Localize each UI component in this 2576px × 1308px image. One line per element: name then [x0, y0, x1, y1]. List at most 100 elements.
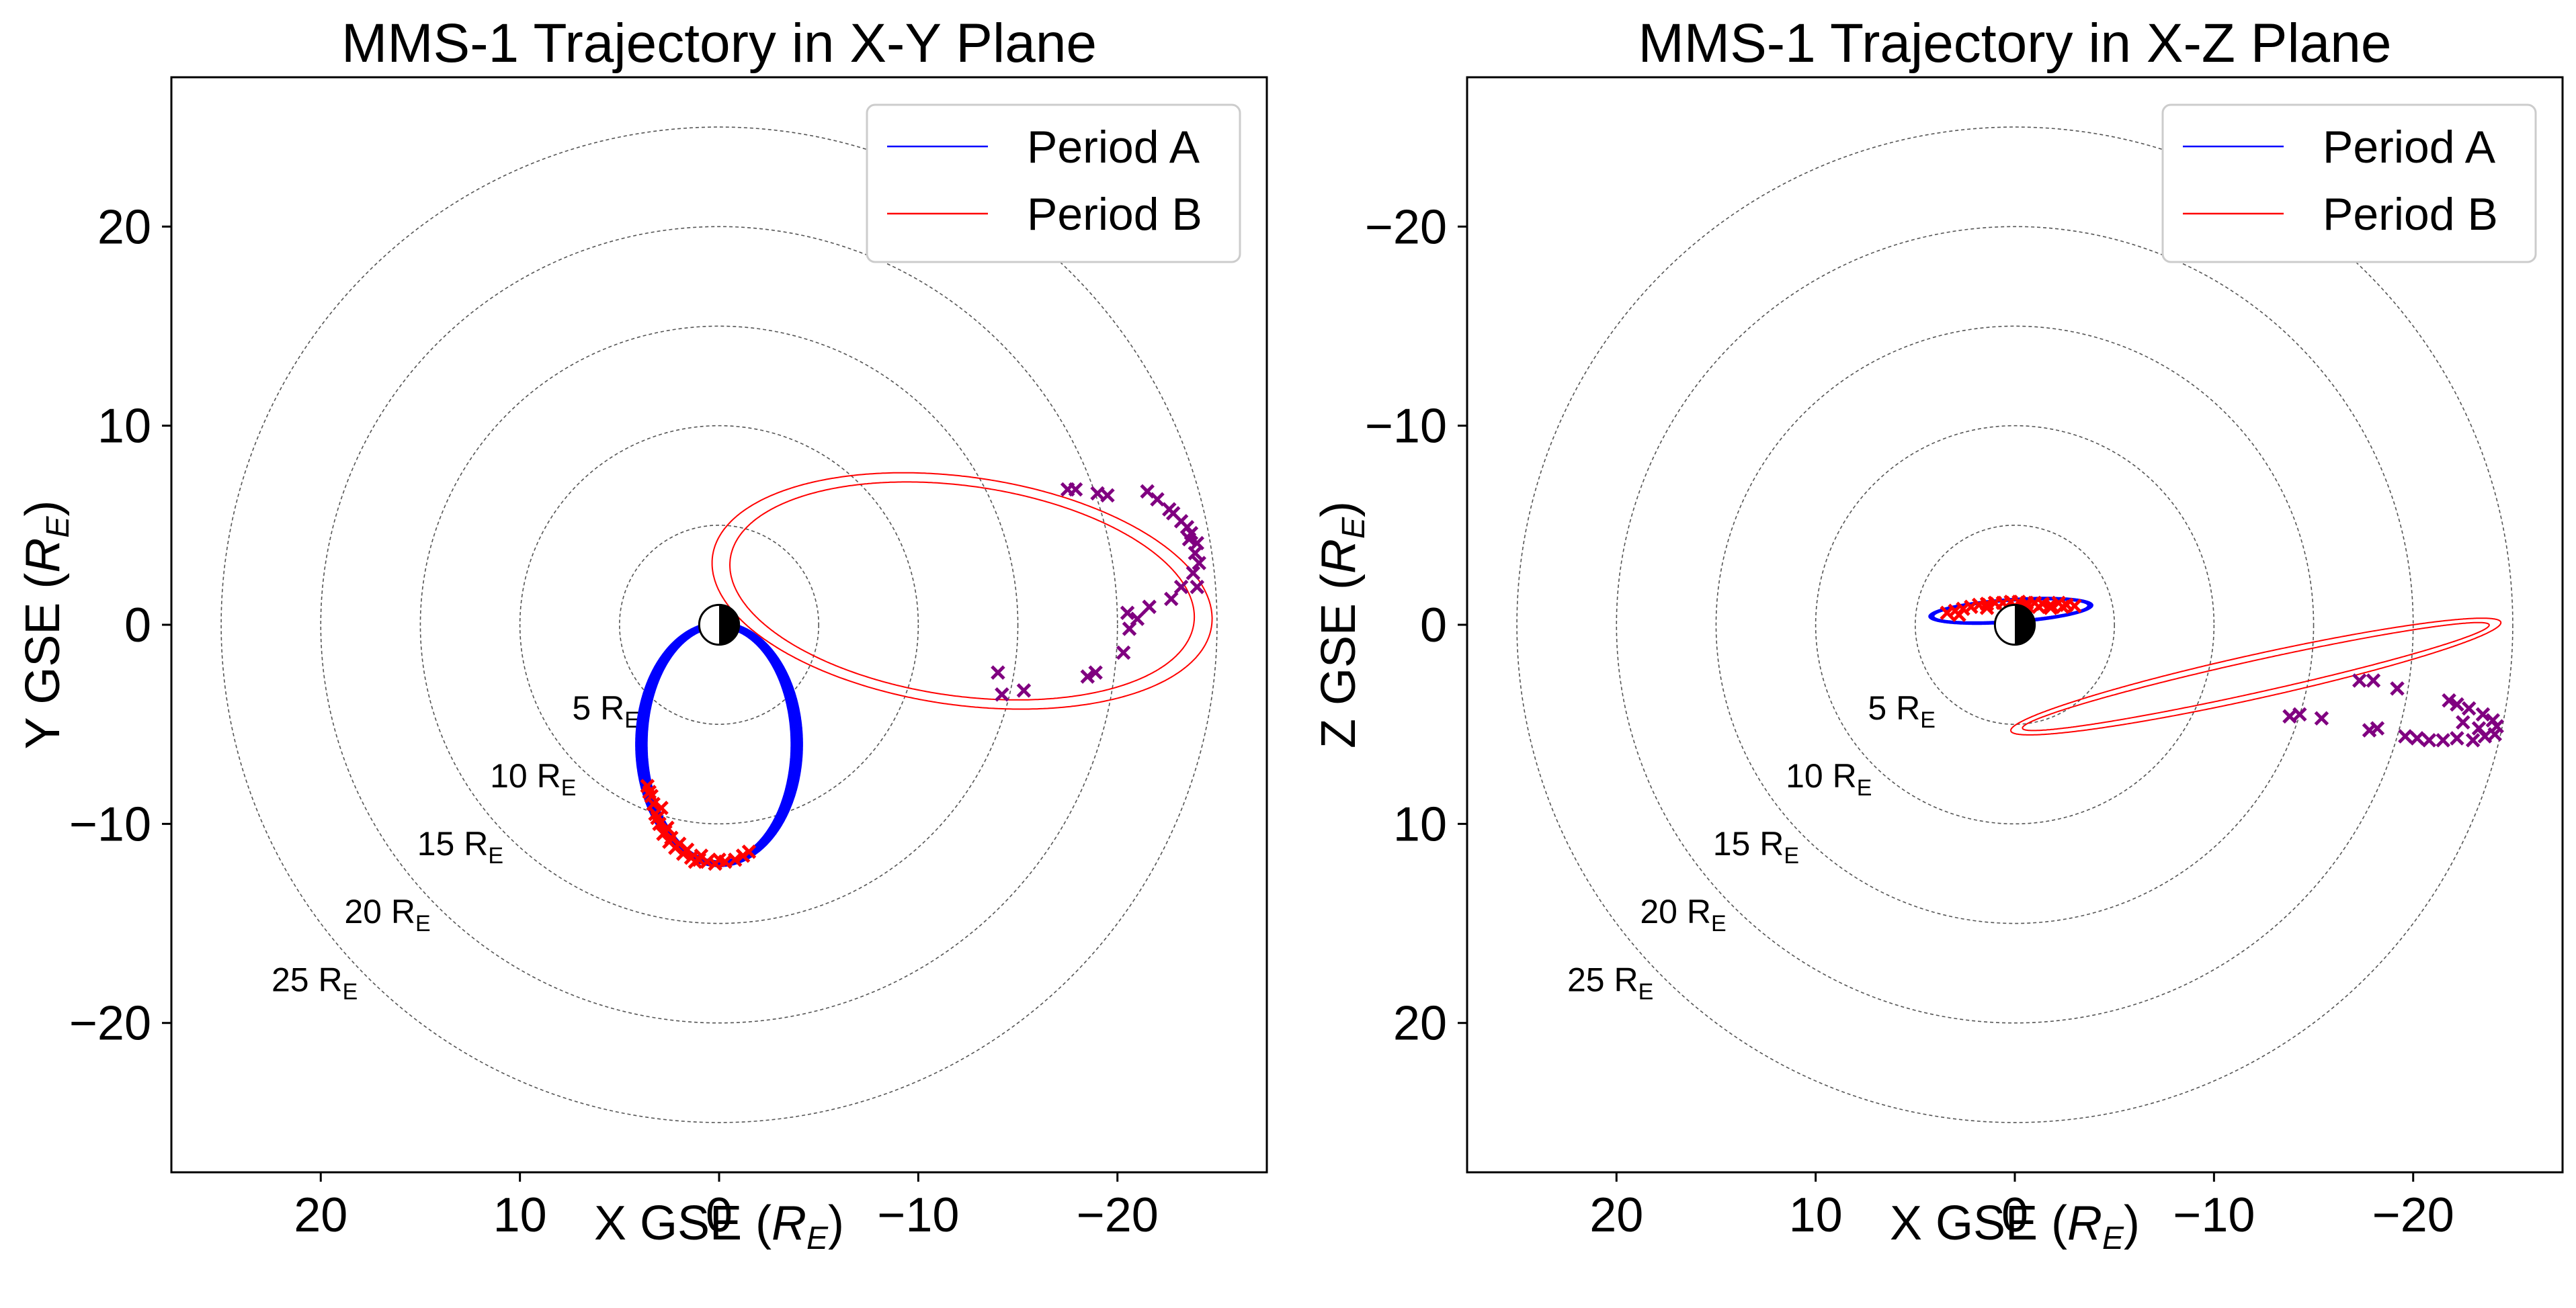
crossing-marker: [1190, 535, 1205, 551]
ring-label: 20 RE: [344, 893, 430, 936]
distance-ring: [1516, 126, 2513, 1123]
ring-label: 15 RE: [417, 825, 503, 869]
crossing-marker: [2366, 673, 2381, 688]
distance-ring: [1915, 525, 2115, 725]
crossing-marker: [1173, 579, 1189, 595]
crossing-marker: [1179, 520, 1195, 535]
crossing-marker: [727, 852, 743, 867]
crossing-marker: [2456, 715, 2470, 730]
crossing-marker: [995, 687, 1009, 702]
orbit-trace-period-b: [711, 472, 1213, 710]
crossing-marker: [1068, 482, 1083, 497]
crossing-marker: [2067, 599, 2082, 613]
distance-ring: [519, 425, 919, 825]
legend-period-b-label: Period B: [2323, 189, 2498, 240]
crossing-marker: [1190, 579, 1205, 595]
panel-xz-legend: Period A Period B: [2161, 103, 2537, 263]
crossing-marker: [2352, 673, 2367, 688]
crossing-marker: [1120, 605, 1135, 620]
legend-period-a-label: Period A: [1027, 122, 1200, 173]
crossing-marker: [991, 665, 1005, 680]
crossing-marker: [642, 785, 657, 799]
crossing-marker: [1142, 599, 1157, 615]
panel-xy-ticks: 20 10 0 −10 −20 −20 −10 0 10 20: [69, 200, 1159, 1242]
y-tick-label: −10: [1365, 400, 1447, 453]
panel-xy-plot: 5 RE 10 RE 15 RE 20 RE 25 RE: [220, 126, 1218, 1123]
y-tick-label: 20: [1393, 997, 1447, 1051]
panel-xy-earth-icon: [698, 603, 741, 646]
distance-ring: [320, 226, 1118, 1024]
panel-xy-title: MMS-1 Trajectory in X-Y Plane: [341, 13, 1097, 74]
x-tick-label: −20: [2372, 1188, 2454, 1242]
panel-xy-orbits: [635, 472, 1213, 867]
crossing-marker: [679, 842, 695, 857]
earth-night-side: [2015, 605, 2035, 645]
y-tick-label: −10: [69, 797, 151, 851]
crossing-marker: [1952, 607, 1966, 622]
distance-ring: [1715, 325, 2315, 924]
crossing-marker: [646, 796, 661, 812]
crossing-marker: [2436, 733, 2450, 748]
x-tick-label: 0: [2001, 1188, 2028, 1242]
distance-ring: [619, 525, 819, 725]
distance-ring: [220, 126, 1218, 1123]
crossing-marker: [2398, 729, 2413, 744]
crossing-marker: [2031, 599, 2046, 615]
ring-label: 20 RE: [1640, 893, 1726, 936]
earth-night-side: [719, 605, 739, 645]
x-tick-label: 20: [1589, 1188, 1643, 1242]
x-tick-label: 20: [294, 1188, 347, 1242]
ring-label: 5 RE: [1868, 689, 1936, 733]
crossing-marker: [2421, 733, 2437, 748]
panel-xy-ylabel: Y GSE (RE): [16, 500, 76, 750]
crossing-marker: [2055, 599, 2070, 615]
crossing-marker: [1016, 683, 1032, 698]
distance-ring: [1815, 425, 2215, 825]
panel-xy-xlabel: X GSE (RE): [594, 1196, 844, 1256]
crossing-marker: [741, 844, 757, 859]
crossing-marker: [2450, 731, 2464, 746]
ring-label: 10 RE: [490, 757, 576, 801]
crossing-marker: [2370, 721, 2385, 736]
x-tick-label: −20: [1077, 1188, 1159, 1242]
orbit-trace-period-b: [729, 481, 1196, 701]
panel-xz-title: MMS-1 Trajectory in X-Z Plane: [1638, 13, 2392, 74]
legend-period-a-label: Period A: [2323, 122, 2496, 173]
y-tick-label: 0: [124, 599, 151, 652]
panel-xy-legend-box: [866, 103, 1241, 263]
panel-xz-xlabel: X GSE (RE): [1890, 1196, 2140, 1256]
crossing-marker: [2461, 701, 2477, 716]
x-tick-label: 10: [493, 1188, 547, 1242]
crossing-marker: [2485, 713, 2501, 728]
crossing-marker: [1165, 506, 1181, 521]
crossing-marker: [1116, 645, 1131, 660]
crossing-marker: [1192, 556, 1207, 570]
y-tick-label: 10: [97, 400, 151, 453]
crossing-marker: [1163, 591, 1179, 607]
ring-label: 25 RE: [272, 961, 358, 1004]
orbit-trace-period-b: [2022, 621, 2490, 732]
panel-xz-earth-icon: [1993, 603, 2036, 646]
crossing-marker: [1140, 484, 1155, 499]
panel-xz-markers: [1940, 595, 2504, 748]
crossing-marker: [658, 824, 673, 839]
crossing-marker: [654, 800, 669, 816]
crossing-marker: [650, 810, 665, 826]
crossing-marker: [2475, 707, 2491, 722]
crossing-marker: [2465, 733, 2481, 748]
x-tick-label: −10: [2173, 1188, 2255, 1242]
crossing-marker: [2471, 721, 2487, 736]
y-tick-label: 10: [1393, 797, 1447, 851]
crossing-marker: [2409, 731, 2425, 746]
crossing-marker: [1088, 665, 1103, 680]
crossing-marker: [1090, 486, 1105, 501]
crossing-marker: [1186, 566, 1201, 580]
crossing-marker: [712, 852, 726, 867]
panel-xy-markers: [640, 482, 1207, 871]
ring-label: 15 RE: [1713, 825, 1799, 869]
y-tick-label: 0: [1420, 599, 1447, 652]
crossing-marker: [2450, 697, 2464, 712]
crossing-marker: [2390, 681, 2405, 696]
ring-label: 10 RE: [1786, 757, 1872, 801]
x-tick-label: 0: [706, 1188, 733, 1242]
